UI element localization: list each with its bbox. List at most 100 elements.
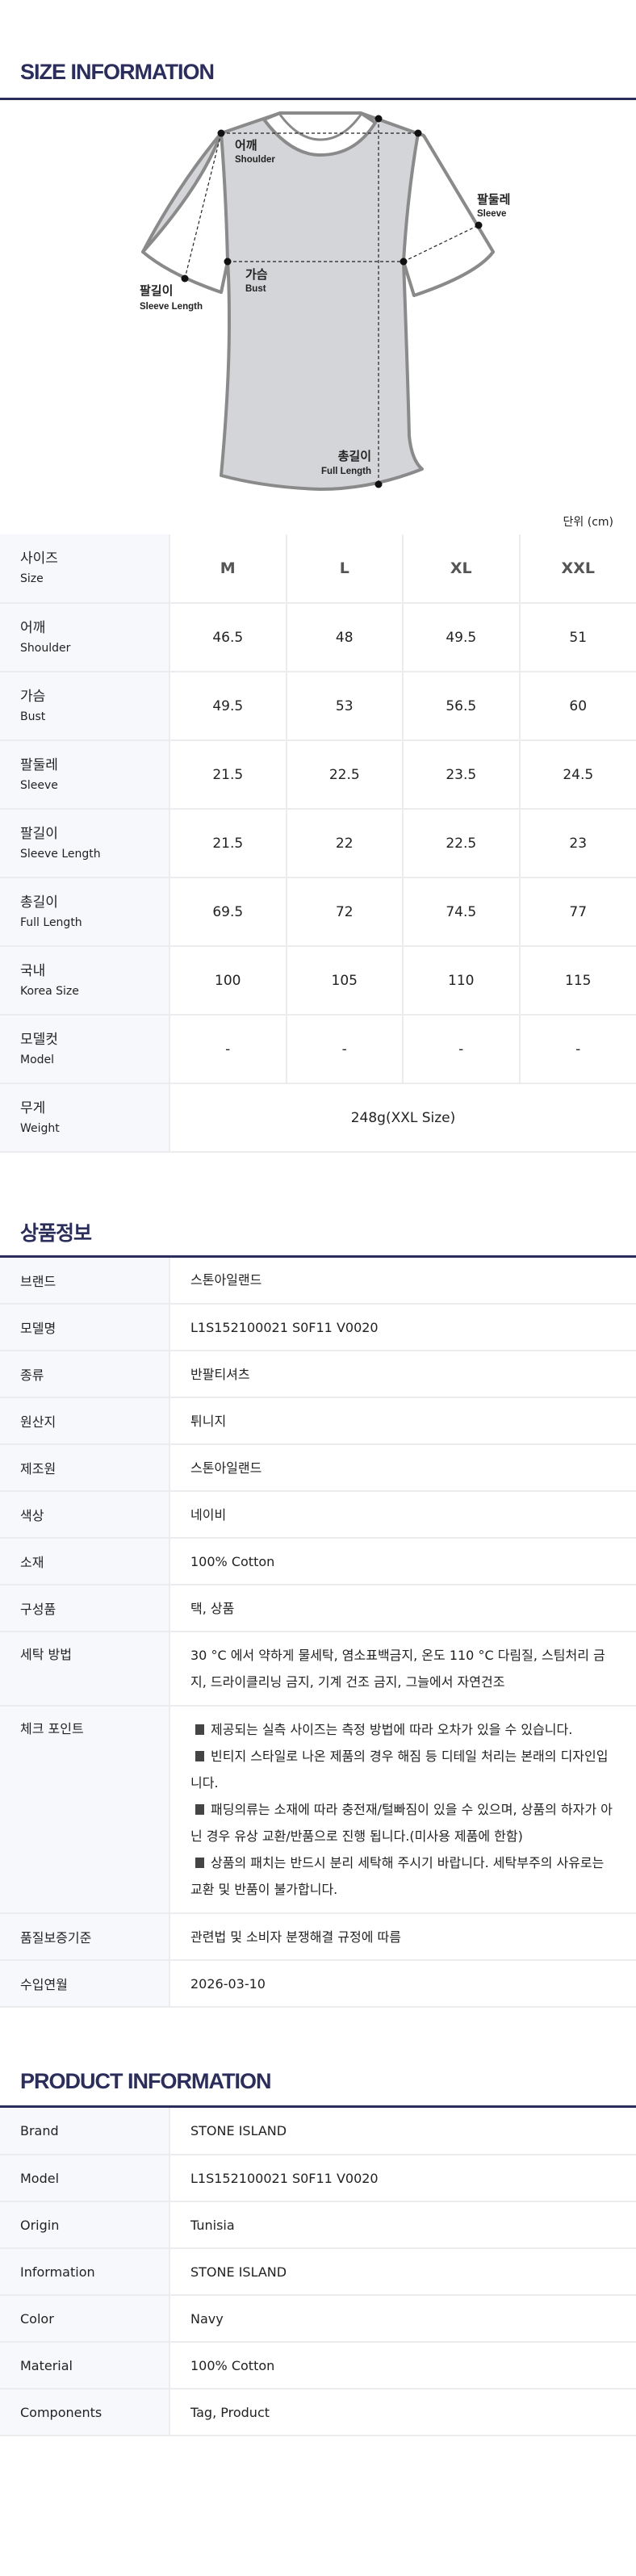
info-label: 체크 포인트 xyxy=(0,1706,169,1914)
checkpoint-text: 빈티지 스타일로 나온 제품의 경우 해짐 등 디테일 처리는 본래의 디자인입… xyxy=(190,1749,609,1791)
info-value: 튀니지 xyxy=(169,1397,636,1445)
checkpoint-item: 제공되는 실측 사이즈는 측정 방법에 따라 오차가 있을 수 있습니다. xyxy=(190,1716,618,1743)
size-row: 국내 Korea Size 100 105 110 115 xyxy=(0,946,636,1016)
size-header-row: 사이즈 Size M L XL XXL xyxy=(0,534,636,604)
size-value: 53 xyxy=(285,672,403,741)
shirt-illustration xyxy=(141,111,495,491)
info-value: L1S152100021 S0F11 V0020 xyxy=(169,2155,636,2202)
shoulder-label-ko: 어깨 xyxy=(235,139,257,153)
sleeve-label-en: Sleeve xyxy=(477,209,506,219)
size-value: 72 xyxy=(285,878,403,947)
size-value: 24.5 xyxy=(518,740,636,810)
size-value: 48 xyxy=(285,603,403,672)
info-value: 100% Cotton xyxy=(169,1538,636,1585)
info-row: Color Navy xyxy=(0,2295,636,2343)
weight-row: 무게 Weight 248g(XXL Size) xyxy=(0,1083,636,1153)
row-label-en: Weight xyxy=(20,1121,60,1135)
section-divider xyxy=(0,2105,636,2108)
row-label-ko: 총길이 xyxy=(20,894,58,911)
info-label: 소재 xyxy=(0,1538,169,1585)
size-value: 22.5 xyxy=(402,809,520,878)
size-value: 74.5 xyxy=(402,878,520,947)
size-value: 51 xyxy=(518,603,636,672)
info-row: 모델명 L1S152100021 S0F11 V0020 xyxy=(0,1304,636,1351)
info-row: Origin Tunisia xyxy=(0,2201,636,2249)
size-col-header: M xyxy=(169,534,287,604)
size-row: 팔둘레 Sleeve 21.5 22.5 23.5 24.5 xyxy=(0,740,636,810)
info-value: 관련법 및 소비자 분쟁해결 규정에 따름 xyxy=(169,1913,636,1961)
checkpoint-item: 빈티지 스타일로 나온 제품의 경우 해짐 등 디테일 처리는 본래의 디자인입… xyxy=(190,1743,618,1796)
row-label-ko: 사이즈 xyxy=(20,551,58,567)
info-value: 100% Cotton xyxy=(169,2342,636,2390)
size-value: 77 xyxy=(518,878,636,947)
info-value: 반팔티셔츠 xyxy=(169,1351,636,1398)
info-label: Origin xyxy=(0,2201,169,2249)
checkpoint-item: 패딩의류는 소재에 따라 충전재/털빠짐이 있을 수 있으며, 상품의 하자가 … xyxy=(190,1796,618,1849)
size-value: 22.5 xyxy=(285,740,403,810)
checkpoint-text: 패딩의류는 소재에 따라 충전재/털빠짐이 있을 수 있으며, 상품의 하자가 … xyxy=(190,1802,613,1844)
row-label-ko: 무게 xyxy=(20,1100,46,1116)
info-label: 제조원 xyxy=(0,1444,169,1492)
product-info-en-title: PRODUCT INFORMATION xyxy=(20,2069,271,2093)
size-value: 23.5 xyxy=(402,740,520,810)
size-value: 46.5 xyxy=(169,603,287,672)
size-value: 23 xyxy=(518,809,636,878)
square-bullet-icon xyxy=(195,1751,204,1761)
size-value: - xyxy=(402,1015,520,1084)
bust-label-ko: 가슴 xyxy=(245,268,268,282)
checkpoint-row: 체크 포인트 제공되는 실측 사이즈는 측정 방법에 따라 오차가 있을 수 있… xyxy=(0,1706,636,1914)
size-row: 모델컷 Model - - - - xyxy=(0,1015,636,1084)
info-label: 품질보증기준 xyxy=(0,1913,169,1961)
shoulder-label-en: Shoulder xyxy=(235,155,275,165)
checkpoint-item: 상품의 패치는 반드시 분리 세탁해 주시기 바랍니다. 세탁부주의 사유로는 … xyxy=(190,1849,618,1903)
size-value: 49.5 xyxy=(402,603,520,672)
size-col-header: XXL xyxy=(518,534,636,604)
product-info-en-table: Brand STONE ISLAND Model L1S152100021 S0F11… xyxy=(0,2108,636,2436)
size-information-title: SIZE INFORMATION xyxy=(20,60,215,84)
section-divider xyxy=(0,1255,636,1258)
size-col-header: XL xyxy=(402,534,520,604)
size-value: - xyxy=(285,1015,403,1084)
info-row: 색상 네이비 xyxy=(0,1491,636,1539)
square-bullet-icon xyxy=(195,1724,204,1735)
info-row: 소재 100% Cotton xyxy=(0,1538,636,1585)
info-label: Model xyxy=(0,2155,169,2202)
info-label: Brand xyxy=(0,2108,169,2155)
full-length-label-ko: 총길이 xyxy=(338,450,371,463)
size-value: 49.5 xyxy=(169,672,287,741)
size-row: 총길이 Full Length 69.5 72 74.5 77 xyxy=(0,878,636,947)
size-value: 69.5 xyxy=(169,878,287,947)
product-info-ko-title: 상품정보 xyxy=(20,1221,92,1245)
info-row: Brand STONE ISLAND xyxy=(0,2108,636,2155)
info-label: Material xyxy=(0,2342,169,2390)
size-value: 56.5 xyxy=(402,672,520,741)
row-label-ko: 모델컷 xyxy=(20,1031,58,1048)
info-label: 구성품 xyxy=(0,1585,169,1632)
info-row: 브랜드 스톤아일랜드 xyxy=(0,1257,636,1305)
row-label-ko: 팔길이 xyxy=(20,825,58,842)
size-value: 110 xyxy=(402,946,520,1016)
size-row: 어깨 Shoulder 46.5 48 49.5 51 xyxy=(0,603,636,672)
info-label: 원산지 xyxy=(0,1397,169,1445)
product-info-ko-table: 브랜드 스톤아일랜드 모델명 L1S152100021 S0F11 V0020 종류 반팔… xyxy=(0,1257,636,2008)
info-label: 세탁 방법 xyxy=(0,1631,169,1707)
product-info-ko-header: 상품정보 xyxy=(0,1153,636,1258)
info-row: 품질보증기준 관련법 및 소비자 분쟁해결 규정에 따름 xyxy=(0,1913,636,1961)
info-value: Tunisia xyxy=(169,2201,636,2249)
checkpoint-list: 제공되는 실측 사이즈는 측정 방법에 따라 오차가 있을 수 있습니다. 빈티지… xyxy=(169,1706,636,1914)
size-value: 21.5 xyxy=(169,740,287,810)
info-value: 2026-03-10 xyxy=(169,1960,636,2008)
size-information-section: SIZE INFORMATION 어깨 Shoulder 팔둘레 Sleeve xyxy=(0,0,636,534)
info-row: 세탁 방법 30 °C 에서 약하게 물세탁, 염소표백금지, 온도 110 °C… xyxy=(0,1631,636,1707)
measurement-lines xyxy=(184,119,479,484)
bust-label-en: Bust xyxy=(245,284,266,294)
sleeve-length-label-en: Sleeve Length xyxy=(140,302,203,312)
info-row: Components Tag, Product xyxy=(0,2389,636,2436)
info-row: 제조원 스톤아일랜드 xyxy=(0,1444,636,1492)
sleeve-length-label-ko: 팔길이 xyxy=(140,283,173,298)
info-row: Information STONE ISLAND xyxy=(0,2248,636,2296)
row-label-en: Shoulder xyxy=(20,641,71,655)
info-value: 스톤아일랜드 xyxy=(169,1444,636,1492)
row-label-ko: 가슴 xyxy=(20,688,46,705)
checkpoint-text: 상품의 패치는 반드시 분리 세탁해 주시기 바랍니다. 세탁부주의 사유로는 … xyxy=(190,1855,605,1897)
